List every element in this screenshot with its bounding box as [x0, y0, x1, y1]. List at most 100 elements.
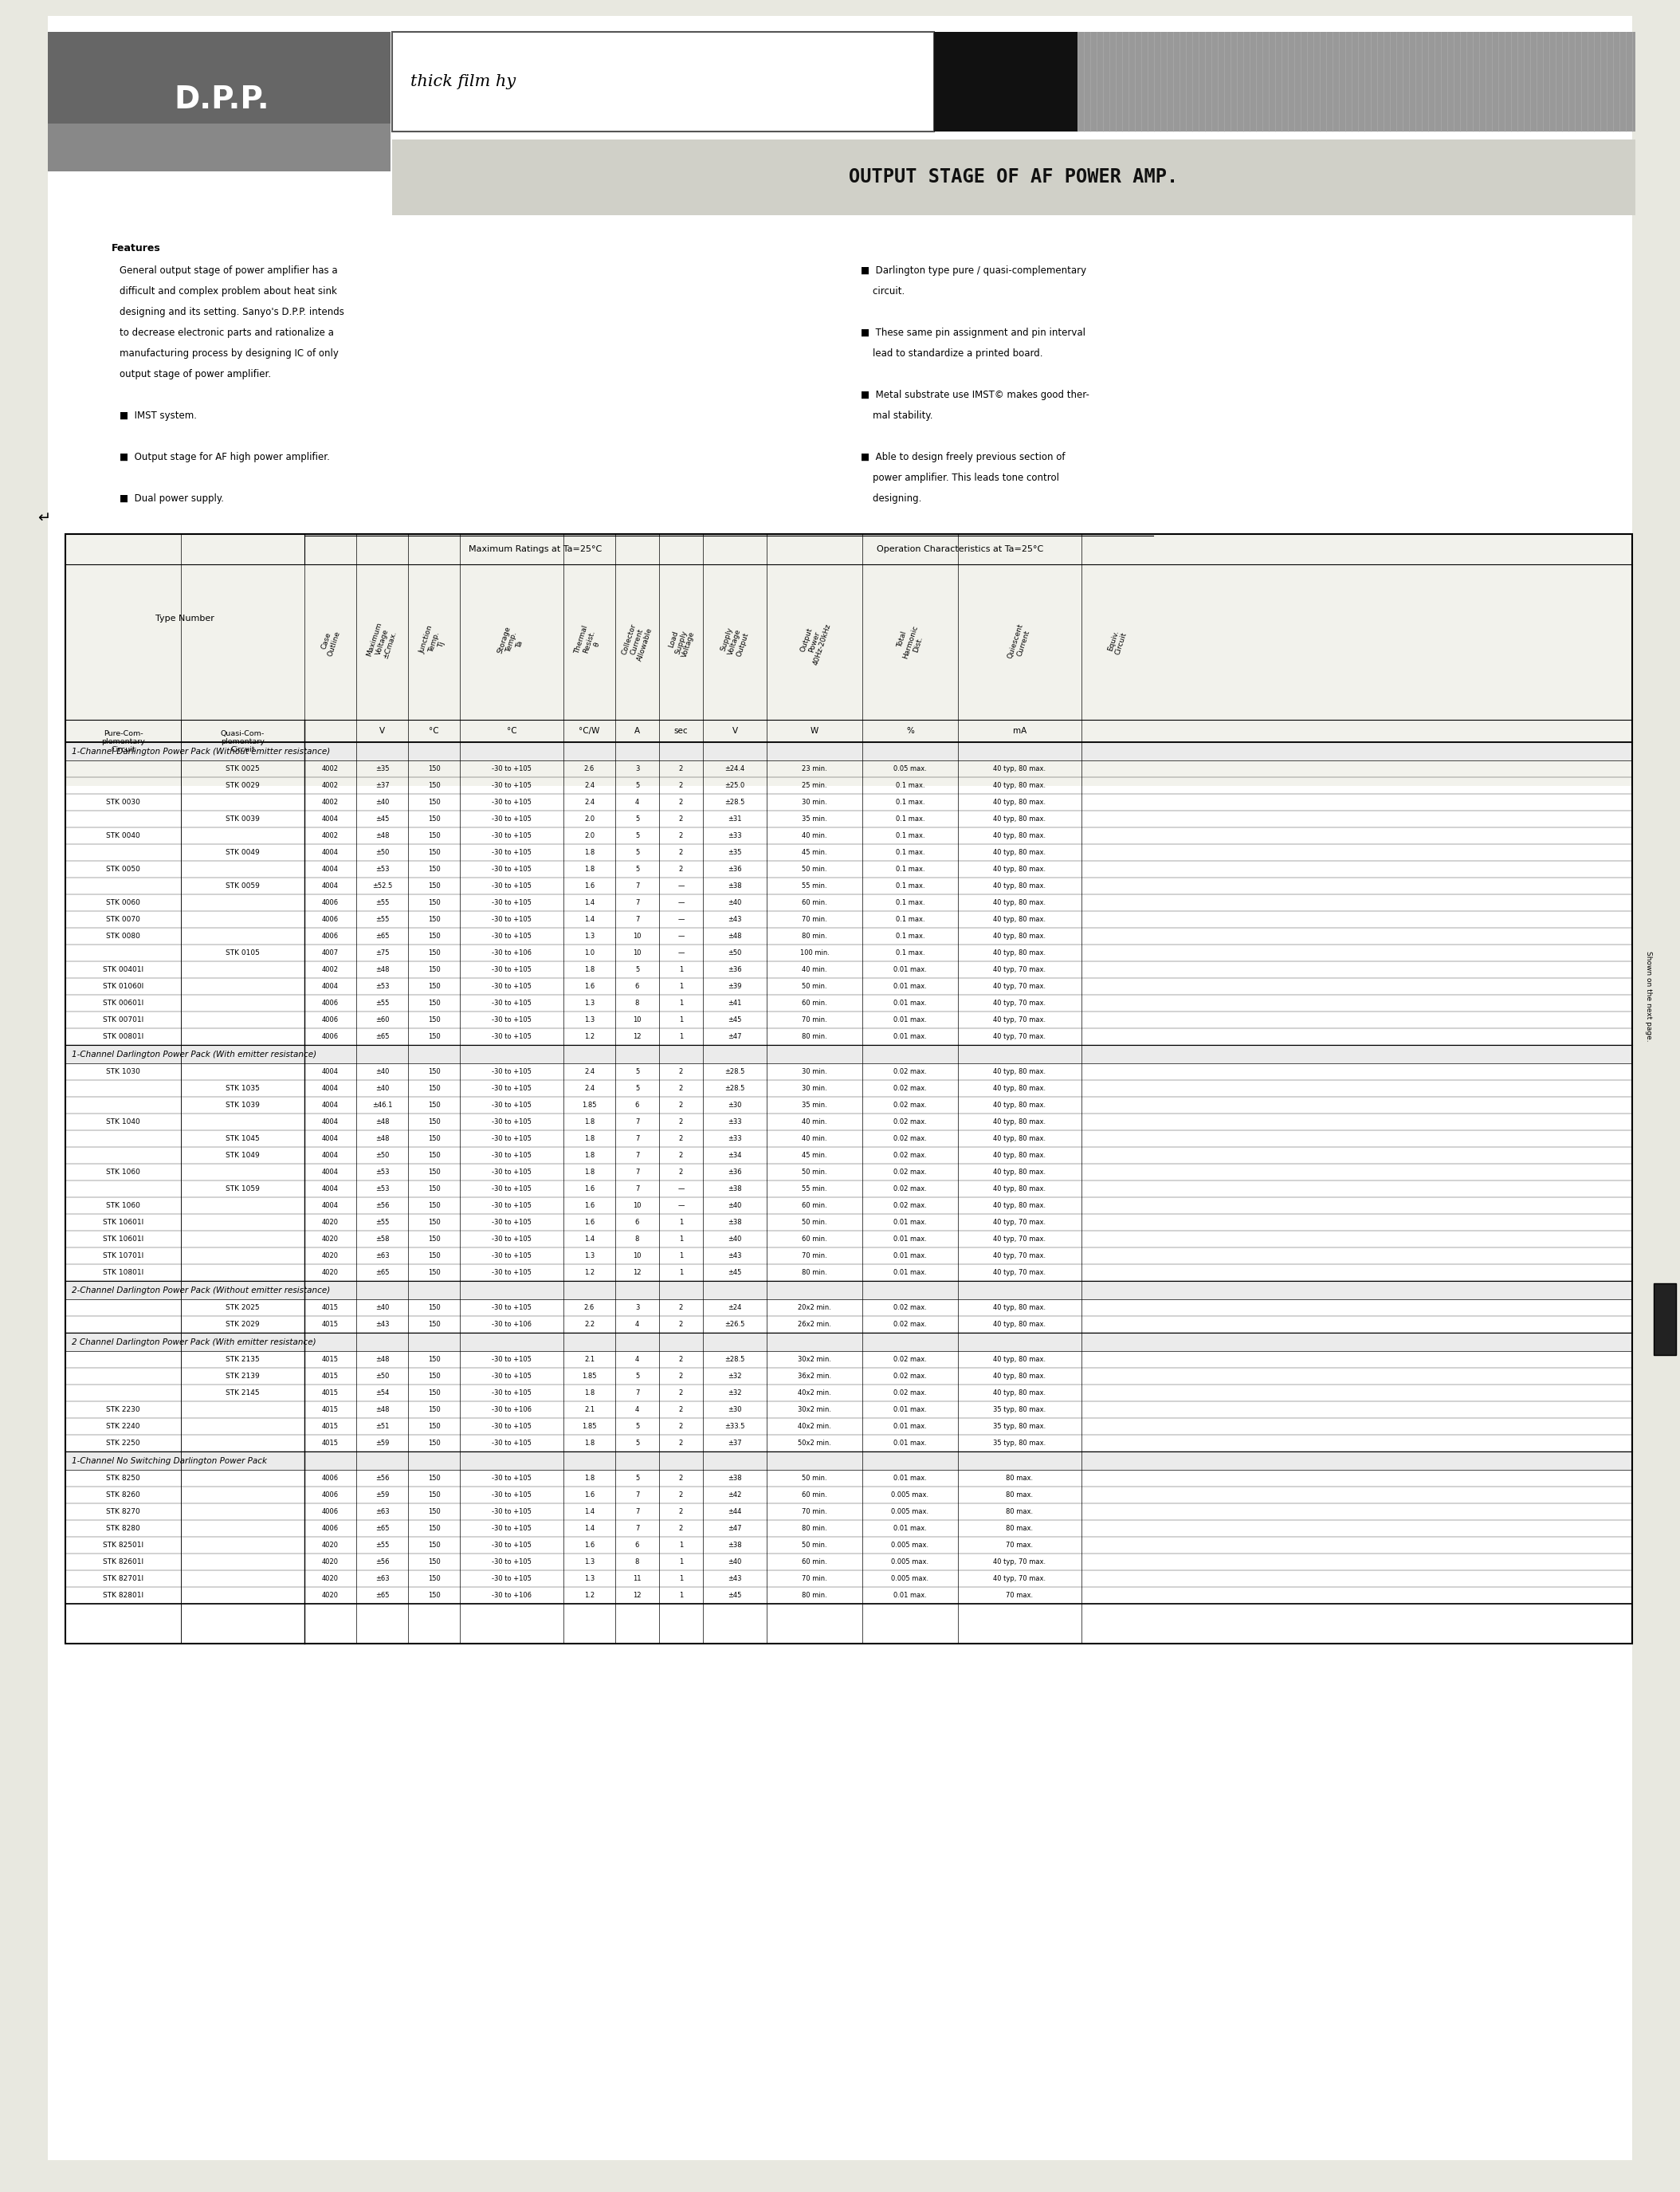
Text: 40 typ, 70 max.: 40 typ, 70 max. — [993, 967, 1047, 973]
Text: STK 0059: STK 0059 — [225, 883, 260, 890]
Text: ±65: ±65 — [375, 932, 390, 940]
Text: 0.1 max.: 0.1 max. — [895, 848, 924, 857]
Text: 4004: 4004 — [323, 883, 339, 890]
Text: ±31: ±31 — [727, 815, 743, 822]
Text: STK 0040: STK 0040 — [106, 833, 139, 840]
Text: 4015: 4015 — [323, 1304, 339, 1311]
Text: 80 min.: 80 min. — [801, 1526, 827, 1532]
Text: 6: 6 — [635, 982, 640, 991]
Text: 4015: 4015 — [323, 1372, 339, 1379]
Text: 80 min.: 80 min. — [801, 1032, 827, 1041]
Text: 0.02 max.: 0.02 max. — [894, 1390, 927, 1396]
Text: 2: 2 — [679, 1118, 684, 1124]
Text: 70 min.: 70 min. — [801, 1508, 827, 1515]
Text: 1: 1 — [679, 982, 684, 991]
Text: 2.1: 2.1 — [585, 1357, 595, 1363]
Text: 40 typ, 80 max.: 40 typ, 80 max. — [993, 1168, 1047, 1175]
Text: STK 1035: STK 1035 — [225, 1085, 260, 1092]
Text: 70 max.: 70 max. — [1006, 1591, 1033, 1598]
Text: 150: 150 — [428, 1135, 440, 1142]
Text: 2: 2 — [679, 1085, 684, 1092]
Text: 4: 4 — [635, 1357, 640, 1363]
Text: ■  Metal substrate use IMST© makes good ther-: ■ Metal substrate use IMST© makes good t… — [860, 390, 1089, 401]
Text: ■  Darlington type pure / quasi-complementary: ■ Darlington type pure / quasi-complemen… — [860, 265, 1087, 276]
Text: 0.05 max.: 0.05 max. — [894, 765, 927, 772]
Text: 1.8: 1.8 — [585, 1135, 595, 1142]
Text: STK 1039: STK 1039 — [225, 1103, 260, 1109]
Text: 0.02 max.: 0.02 max. — [894, 1151, 927, 1160]
Text: -30 to +105: -30 to +105 — [492, 765, 531, 772]
Text: 1.6: 1.6 — [585, 1186, 595, 1192]
Text: 1.6: 1.6 — [585, 1541, 595, 1550]
Text: power amplifier. This leads tone control: power amplifier. This leads tone control — [860, 473, 1058, 482]
Text: 0.02 max.: 0.02 max. — [894, 1372, 927, 1379]
Text: 4: 4 — [635, 1405, 640, 1414]
Text: ±48: ±48 — [375, 967, 390, 973]
Text: V: V — [380, 728, 385, 734]
Text: 45 min.: 45 min. — [801, 1151, 827, 1160]
Text: ±48: ±48 — [375, 1405, 390, 1414]
Text: manufacturing process by designing IC of only: manufacturing process by designing IC of… — [119, 349, 339, 359]
Text: 4004: 4004 — [323, 1186, 339, 1192]
Text: STK 2025: STK 2025 — [225, 1304, 260, 1311]
Text: 4004: 4004 — [323, 815, 339, 822]
Text: ±28.5: ±28.5 — [724, 1085, 744, 1092]
Text: 150: 150 — [428, 1491, 440, 1499]
Text: 4015: 4015 — [323, 1405, 339, 1414]
Text: 40 typ, 70 max.: 40 typ, 70 max. — [993, 1269, 1047, 1276]
Text: 0.01 max.: 0.01 max. — [894, 1252, 927, 1260]
Text: 7: 7 — [635, 899, 640, 905]
Text: ±47: ±47 — [727, 1526, 743, 1532]
Text: 40 typ, 80 max.: 40 typ, 80 max. — [993, 1151, 1047, 1160]
Text: -30 to +105: -30 to +105 — [492, 1559, 531, 1565]
Text: 4006: 4006 — [323, 1526, 339, 1532]
Text: STK 10701I: STK 10701I — [102, 1252, 143, 1260]
Text: 7: 7 — [635, 883, 640, 890]
Text: -30 to +105: -30 to +105 — [492, 1475, 531, 1482]
Text: 12: 12 — [633, 1032, 642, 1041]
Text: 4004: 4004 — [323, 982, 339, 991]
Text: 40 typ, 80 max.: 40 typ, 80 max. — [993, 1118, 1047, 1124]
Text: 50x2 min.: 50x2 min. — [798, 1440, 832, 1447]
Text: 2: 2 — [679, 765, 684, 772]
Text: 150: 150 — [428, 1440, 440, 1447]
Text: 60 min.: 60 min. — [801, 1491, 827, 1499]
Text: 7: 7 — [635, 1168, 640, 1175]
Text: 0.005 max.: 0.005 max. — [892, 1508, 929, 1515]
Text: ±28.5: ±28.5 — [724, 1068, 744, 1076]
Text: 55 min.: 55 min. — [801, 1186, 827, 1192]
Text: 0.02 max.: 0.02 max. — [894, 1118, 927, 1124]
Text: 0.01 max.: 0.01 max. — [894, 1032, 927, 1041]
Text: 150: 150 — [428, 1591, 440, 1598]
Text: Maximum Ratings at Ta=25°C: Maximum Ratings at Ta=25°C — [469, 546, 601, 552]
Text: 1: 1 — [679, 1559, 684, 1565]
Text: ±36: ±36 — [727, 866, 743, 872]
Text: 10: 10 — [633, 1201, 642, 1210]
Bar — [1653, 1282, 1677, 1355]
Text: Shown on the next page.: Shown on the next page. — [1645, 951, 1651, 1041]
Text: 60 min.: 60 min. — [801, 1000, 827, 1006]
Text: 40x2 min.: 40x2 min. — [798, 1423, 832, 1429]
Text: 5: 5 — [635, 783, 640, 789]
Text: 7: 7 — [635, 1390, 640, 1396]
Text: 1: 1 — [679, 1236, 684, 1243]
Text: -30 to +105: -30 to +105 — [492, 1032, 531, 1041]
Text: 40 typ, 80 max.: 40 typ, 80 max. — [993, 848, 1047, 857]
Text: 40 typ, 80 max.: 40 typ, 80 max. — [993, 1201, 1047, 1210]
Text: 150: 150 — [428, 967, 440, 973]
Text: 2.2: 2.2 — [585, 1322, 595, 1328]
Text: 4002: 4002 — [323, 765, 339, 772]
Text: -30 to +105: -30 to +105 — [492, 1491, 531, 1499]
Text: ±48: ±48 — [375, 1118, 390, 1124]
Text: 4020: 4020 — [323, 1559, 339, 1565]
Text: Type Number: Type Number — [156, 614, 215, 623]
Text: 40 typ, 80 max.: 40 typ, 80 max. — [993, 815, 1047, 822]
Bar — [66, 535, 1633, 787]
Text: —: — — [677, 1201, 684, 1210]
Text: STK 0049: STK 0049 — [225, 848, 260, 857]
Text: -30 to +105: -30 to +105 — [492, 883, 531, 890]
Text: 1.3: 1.3 — [585, 932, 595, 940]
Text: ±37: ±37 — [375, 783, 390, 789]
Text: 1: 1 — [679, 1032, 684, 1041]
Text: —: — — [677, 1186, 684, 1192]
